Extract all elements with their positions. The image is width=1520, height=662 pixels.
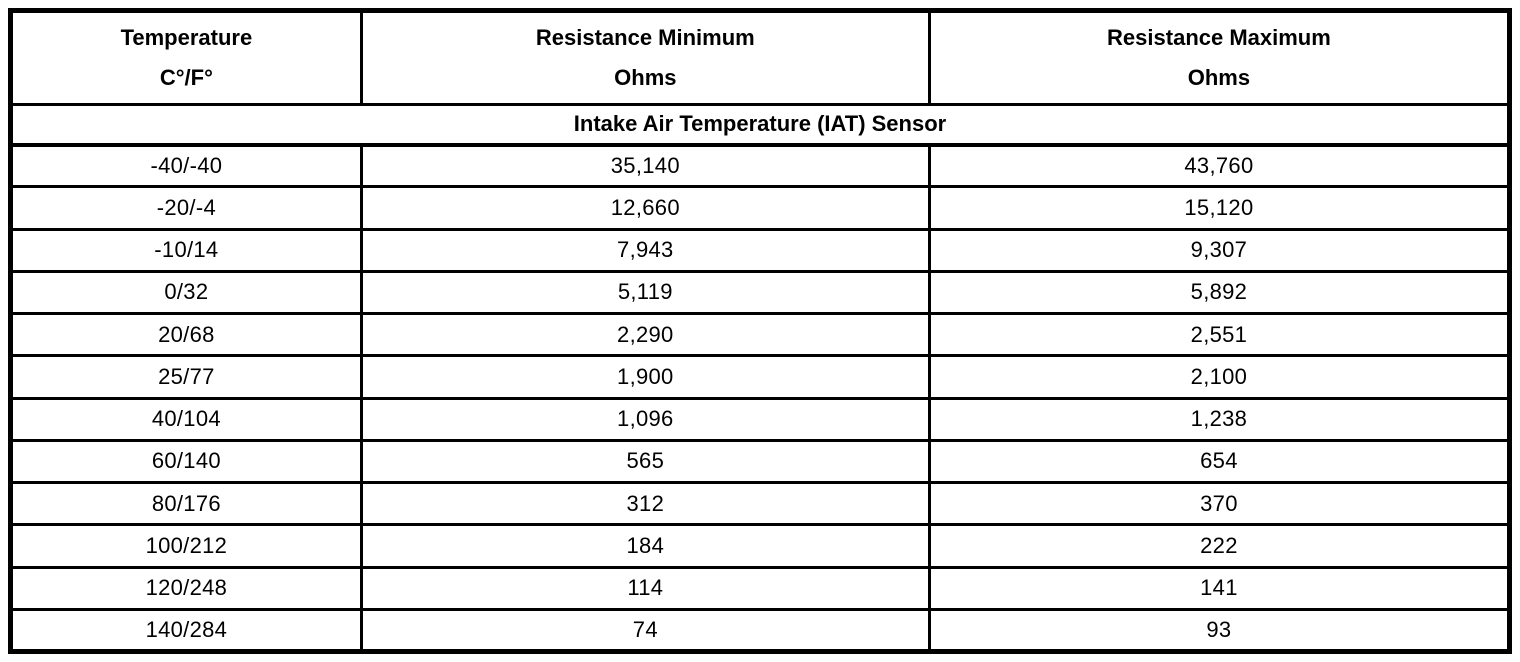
table-row: -40/-40 35,140 43,760 [9, 142, 1512, 189]
column-title-resistance-maximum: Resistance Maximum [1107, 25, 1331, 50]
cell-temperature: 120/248 [9, 565, 363, 611]
table-row: 20/68 2,290 2,551 [9, 311, 1512, 358]
column-title-temperature: Temperature [120, 25, 253, 50]
cell-resistance-minimum: 5,119 [359, 269, 931, 316]
cell-temperature: 0/32 [9, 269, 363, 316]
cell-temperature: 80/176 [9, 480, 363, 527]
cell-resistance-minimum: 184 [359, 523, 931, 569]
section-title: Intake Air Temperature (IAT) Sensor [9, 103, 1511, 147]
cell-resistance-maximum: 43,760 [927, 142, 1512, 189]
cell-resistance-maximum: 5,892 [927, 269, 1512, 316]
cell-temperature: -40/-40 [9, 142, 363, 189]
table-row: 40/104 1,096 1,238 [9, 396, 1512, 442]
column-subtitle-temperature-units: C°/F° [159, 65, 213, 90]
cell-resistance-minimum: 312 [359, 480, 931, 527]
cell-temperature: 100/212 [9, 523, 363, 569]
cell-resistance-minimum: 7,943 [359, 227, 931, 273]
cell-temperature: -10/14 [9, 227, 363, 273]
cell-resistance-maximum: 15,120 [927, 185, 1512, 231]
cell-resistance-minimum: 35,140 [359, 142, 931, 189]
table-row: 0/32 5,119 5,892 [9, 269, 1512, 316]
column-title-resistance-minimum: Resistance Minimum [535, 25, 755, 50]
cell-temperature: 20/68 [9, 311, 363, 358]
table-header: Temperature C°/F° Resistance Minimum Ohm… [9, 9, 1512, 147]
table-row: -20/-4 12,660 15,120 [9, 185, 1512, 231]
table-body: -40/-40 35,140 43,760 -20/-4 12,660 15,1… [9, 142, 1512, 654]
cell-temperature: -20/-4 [9, 185, 363, 231]
table-row: 100/212 184 222 [9, 523, 1512, 569]
cell-temperature: 140/284 [9, 607, 363, 654]
section-header-row: Intake Air Temperature (IAT) Sensor [9, 103, 1511, 147]
cell-resistance-minimum: 12,660 [359, 185, 931, 231]
table-row: 60/140 565 654 [9, 438, 1512, 485]
table-row: 140/284 74 93 [9, 607, 1512, 654]
cell-resistance-maximum: 1,238 [927, 396, 1512, 442]
table-row: 80/176 312 370 [9, 480, 1512, 527]
cell-resistance-minimum: 1,900 [359, 354, 931, 400]
table-row: 25/77 1,900 2,100 [9, 354, 1512, 400]
column-header-resistance-minimum: Resistance Minimum Ohms [359, 9, 931, 106]
iat-sensor-resistance-table: Temperature C°/F° Resistance Minimum Ohm… [8, 8, 1512, 654]
column-subtitle-resistance-minimum-units: Ohms [614, 65, 677, 90]
column-subtitle-resistance-maximum-units: Ohms [1187, 65, 1251, 90]
cell-temperature: 60/140 [9, 438, 363, 485]
cell-resistance-minimum: 74 [359, 607, 931, 654]
column-header-temperature: Temperature C°/F° [9, 9, 363, 106]
cell-temperature: 25/77 [9, 354, 363, 400]
table-row: -10/14 7,943 9,307 [9, 227, 1512, 273]
cell-resistance-minimum: 565 [359, 438, 931, 485]
cell-resistance-minimum: 114 [359, 565, 931, 611]
cell-resistance-maximum: 141 [927, 565, 1512, 611]
cell-resistance-maximum: 2,100 [927, 354, 1512, 400]
cell-resistance-maximum: 93 [927, 607, 1512, 654]
header-row: Temperature C°/F° Resistance Minimum Ohm… [9, 9, 1512, 106]
table-row: 120/248 114 141 [9, 565, 1512, 611]
cell-temperature: 40/104 [9, 396, 363, 442]
cell-resistance-maximum: 654 [927, 438, 1512, 485]
column-header-resistance-maximum: Resistance Maximum Ohms [927, 9, 1512, 106]
cell-resistance-maximum: 2,551 [927, 311, 1512, 358]
cell-resistance-maximum: 370 [927, 480, 1512, 527]
cell-resistance-minimum: 1,096 [359, 396, 931, 442]
cell-resistance-minimum: 2,290 [359, 311, 931, 358]
cell-resistance-maximum: 222 [927, 523, 1512, 569]
cell-resistance-maximum: 9,307 [927, 227, 1512, 273]
